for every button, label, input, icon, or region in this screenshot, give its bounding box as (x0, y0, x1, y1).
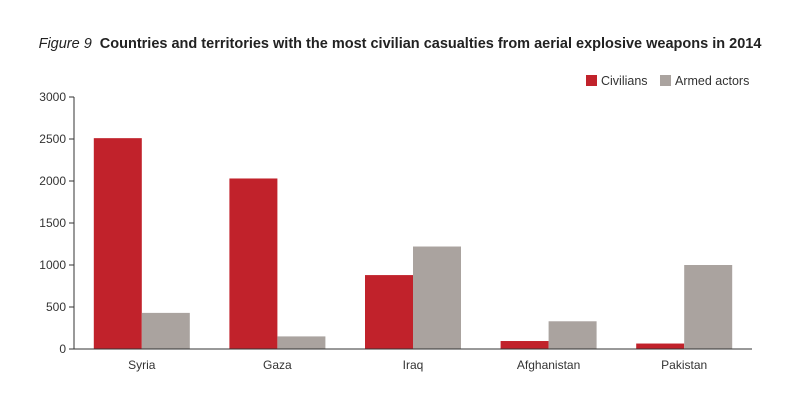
y-tick-label: 1500 (39, 216, 66, 230)
bar-armed-actors-syria (141, 312, 190, 349)
title-text: Countries and territories with the most … (99, 36, 762, 52)
y-tick-label: 2000 (39, 174, 66, 188)
bar-armed-actors-pakistan (684, 265, 733, 349)
y-tick-label: 500 (46, 300, 66, 314)
bar-armed-actors-afghanistan (548, 321, 597, 349)
bar-armed-actors-iraq (413, 246, 461, 349)
bar-civilians-afghanistan (500, 341, 549, 349)
legend-swatch-armed-actors (660, 75, 671, 86)
y-tick-label: 0 (59, 342, 66, 356)
x-tick-label: Gaza (263, 358, 292, 372)
y-tick-label: 3000 (39, 90, 66, 104)
bars (93, 138, 733, 349)
bar-civilians-pakistan (636, 343, 685, 349)
x-tick-label: Iraq (403, 358, 424, 372)
bar-civilians-gaza (229, 178, 278, 349)
x-axis: Syria Gaza Iraq Afghanistan Pakistan (74, 348, 752, 372)
y-tick-label: 2500 (39, 132, 66, 146)
bar-civilians-syria (93, 138, 142, 349)
y-axis: 0 500 1000 1500 2000 2500 3000 (39, 90, 75, 356)
bar-armed-actors-gaza (277, 336, 326, 349)
legend: Civilians Armed actors (586, 74, 749, 88)
legend-swatch-civilians (586, 75, 597, 86)
legend-label: Armed actors (675, 74, 749, 88)
chart-title: Figure 9 Countries and territories with t… (0, 36, 800, 52)
bar-civilians-iraq (365, 275, 413, 349)
x-tick-label: Syria (128, 358, 156, 372)
x-tick-label: Pakistan (661, 358, 707, 372)
x-tick-label: Afghanistan (517, 358, 580, 372)
figure-label: Figure 9 (38, 36, 92, 52)
y-tick-label: 1000 (39, 258, 66, 272)
legend-label: Civilians (601, 74, 648, 88)
